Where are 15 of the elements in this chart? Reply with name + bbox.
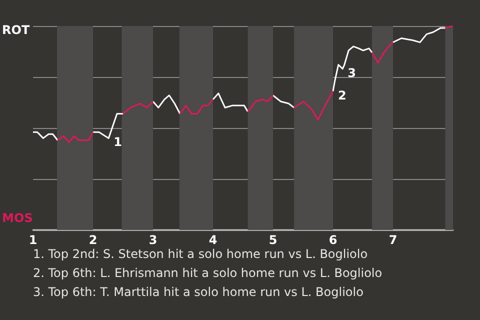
x-tick-label: 4 — [208, 233, 218, 247]
x-tick-label: 1 — [28, 233, 38, 247]
x-tick-label: 3 — [148, 233, 158, 247]
annotation: 3 — [348, 66, 356, 80]
text: 1. Top 2nd: S. Stetson hit a solo home run vs L. Bogliolo — [33, 247, 368, 261]
annotation: 2 — [338, 88, 346, 102]
text: 2. Top 6th: L. Ehrismann hit a solo home run vs L. Bogliolo — [33, 266, 382, 280]
text: 3. Top 6th: T. Marttila hit a solo home run vs L. Bogliolo — [33, 285, 364, 299]
text: ROT — [2, 23, 30, 37]
x-tick-label: 2 — [88, 233, 98, 247]
text: MOS — [2, 211, 33, 225]
x-tick-label: 7 — [388, 233, 398, 247]
x-tick-label: 6 — [328, 233, 338, 247]
annotation: 1 — [114, 135, 122, 150]
x-tick-label: 5 — [268, 233, 278, 247]
